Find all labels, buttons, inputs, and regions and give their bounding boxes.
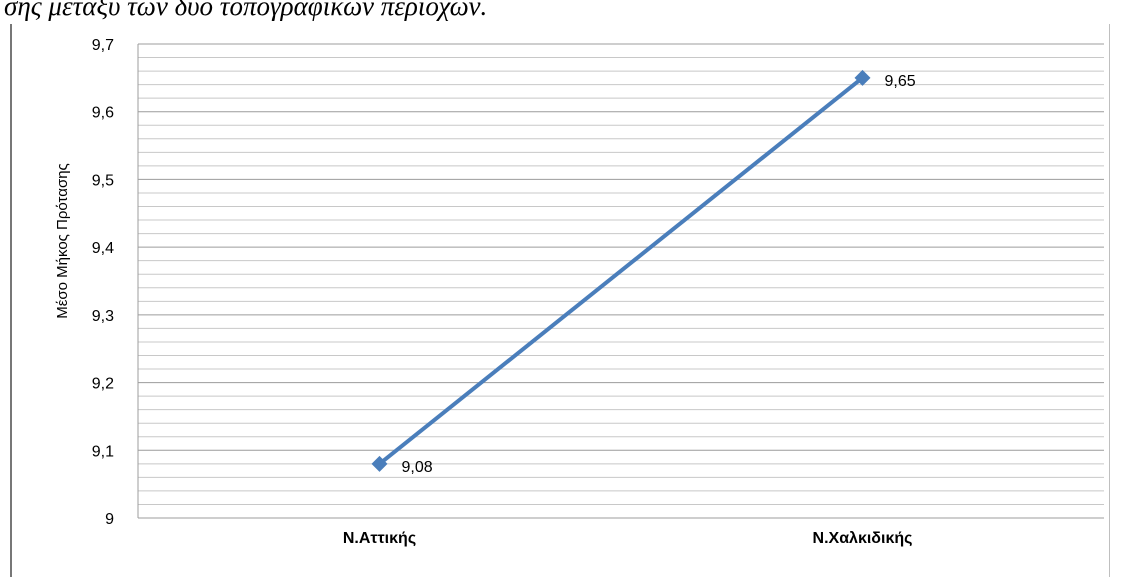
y-tick-label: 9,1 (92, 443, 114, 460)
y-tick-label: 9,6 (92, 105, 114, 122)
x-category-label: Ν.Αττικής (343, 530, 416, 547)
figure-caption: σης μεταξύ των δύο τοπογραφικών περιοχών… (4, 0, 488, 21)
gridlines (137, 43, 1104, 519)
y-tick-label: 9 (105, 511, 114, 528)
data-point-marker (854, 69, 871, 86)
y-axis-title: Μέσο Μήκος Πρότασης (54, 163, 71, 319)
y-tick-label: 9,7 (92, 37, 114, 54)
x-axis-categories: Ν.Αττικής Ν.Χαλκιδικής (343, 530, 913, 547)
y-tick-label: 9,2 (92, 376, 114, 393)
series-group: 9,08 9,65 (371, 69, 916, 476)
x-category-label: Ν.Χαλκιδικής (813, 530, 913, 547)
y-axis-ticks: 9 9,1 9,2 9,3 9,4 9,5 9,6 9,7 (92, 37, 114, 528)
y-tick-label: 9,5 (92, 172, 114, 189)
y-tick-label: 9,3 (92, 308, 114, 325)
y-tick-label: 9,4 (92, 240, 114, 257)
data-point-marker (371, 455, 388, 472)
chart-frame (10, 24, 1110, 577)
series-line (378, 76, 864, 466)
data-label: 9,08 (402, 459, 433, 476)
data-label: 9,65 (885, 73, 916, 90)
